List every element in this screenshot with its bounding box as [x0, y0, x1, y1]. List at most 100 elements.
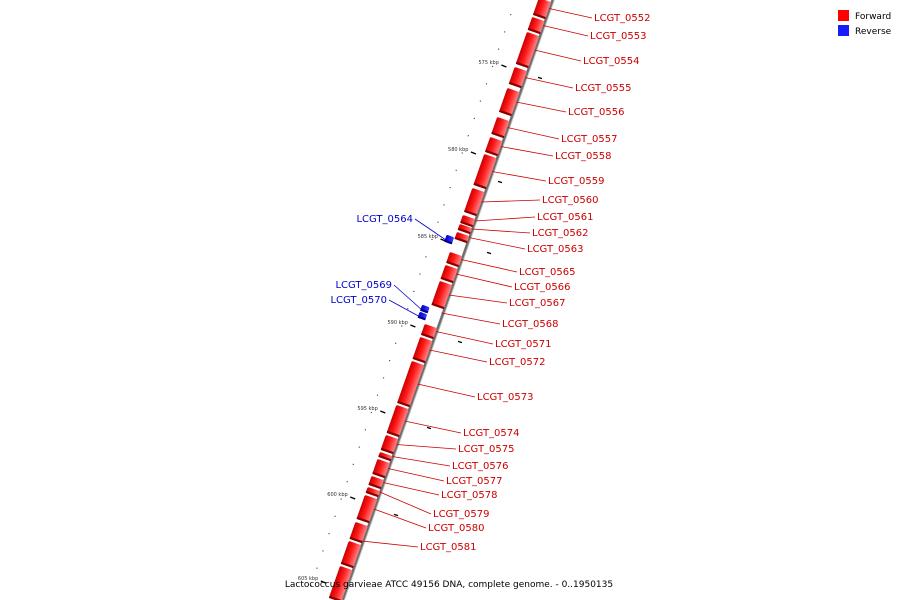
gene-leader-line [373, 508, 427, 529]
gene-label[interactable]: LCGT_0567 [509, 298, 566, 309]
gene-feature[interactable] [491, 117, 510, 139]
gene-feature[interactable] [368, 476, 384, 490]
gene-feature[interactable] [356, 495, 378, 524]
gene-label[interactable]: LCGT_0554 [583, 56, 640, 67]
forward-gene-block[interactable] [485, 137, 503, 156]
forward-gene-block[interactable] [412, 337, 433, 363]
gene-label[interactable]: LCGT_0565 [519, 267, 576, 278]
gene-label[interactable]: LCGT_0556 [568, 107, 625, 118]
gene-label[interactable]: LCGT_0580 [428, 523, 485, 534]
gene-end-cap [491, 131, 505, 139]
forward-gene-block[interactable] [533, 0, 551, 19]
gene-feature[interactable] [454, 232, 470, 244]
gene-label[interactable]: LCGT_0572 [489, 357, 546, 368]
forward-gene-block[interactable] [473, 154, 497, 189]
gene-feature[interactable] [515, 32, 539, 69]
gene-leader-line [388, 299, 419, 317]
gene-label[interactable]: LCGT_0564 [356, 214, 413, 225]
gene-label[interactable]: LCGT_0563 [527, 244, 584, 255]
gene-feature[interactable] [328, 566, 352, 600]
forward-gene-block[interactable] [381, 435, 399, 454]
gene-feature[interactable] [431, 281, 452, 310]
gene-label[interactable]: LCGT_0574 [463, 428, 520, 439]
gene-feature[interactable] [420, 305, 430, 314]
gene-feature[interactable] [440, 265, 458, 284]
gene-label[interactable]: LCGT_0553 [590, 31, 647, 42]
gene-feature[interactable] [463, 188, 485, 217]
minor-tick [504, 31, 506, 33]
gene-label[interactable]: LCGT_0558 [555, 151, 612, 162]
gene-end-cap [446, 260, 460, 268]
gene-label[interactable]: LCGT_0579 [433, 509, 490, 520]
forward-gene-block[interactable] [372, 459, 390, 478]
gene-feature[interactable] [378, 452, 392, 462]
forward-gene-block[interactable] [356, 495, 378, 523]
forward-gene-block[interactable] [499, 88, 520, 116]
gene-feature[interactable] [372, 459, 390, 479]
gene-feature[interactable] [386, 405, 409, 438]
gene-label[interactable]: LCGT_0562 [532, 228, 589, 239]
gene-feature[interactable] [527, 17, 545, 35]
gene-feature[interactable] [446, 252, 462, 268]
gene-label[interactable]: LCGT_0552 [594, 13, 651, 24]
major-tick [470, 151, 477, 155]
gene-label[interactable]: LCGT_0576 [452, 461, 509, 472]
gene-label[interactable]: LCGT_0555 [575, 83, 632, 94]
gene-feature[interactable] [508, 67, 527, 89]
gene-feature[interactable] [473, 154, 497, 190]
forward-gene-block[interactable] [329, 566, 352, 600]
minor-tick [467, 135, 469, 137]
gene-label[interactable]: LCGT_0559 [548, 176, 605, 187]
gene-label[interactable]: LCGT_0560 [542, 195, 599, 206]
gene-feature[interactable] [365, 487, 380, 498]
gene-label[interactable]: LCGT_0575 [458, 444, 515, 455]
forward-gene-block[interactable] [464, 188, 485, 216]
minor-tick [491, 65, 494, 68]
forward-gene-block[interactable] [491, 117, 510, 138]
gene-label[interactable]: LCGT_0577 [446, 476, 503, 487]
gene-feature[interactable] [460, 215, 475, 228]
gene-feature[interactable] [498, 88, 520, 117]
gene-label[interactable]: LCGT_0569 [335, 280, 392, 291]
gene-feature[interactable] [340, 541, 361, 569]
forward-gene-block[interactable] [349, 522, 368, 543]
gene-label[interactable]: LCGT_0570 [330, 295, 387, 306]
gene-leader-line [448, 294, 508, 304]
gene-label[interactable]: LCGT_0578 [441, 490, 498, 501]
feature-tick [486, 251, 492, 255]
forward-gene-block[interactable] [341, 541, 361, 568]
minor-tick [395, 342, 397, 344]
forward-gene-block[interactable] [431, 281, 452, 309]
gene-end-cap [380, 447, 394, 455]
gene-feature[interactable] [397, 361, 424, 408]
gene-feature[interactable] [444, 235, 454, 245]
gene-label[interactable]: LCGT_0561 [537, 212, 594, 223]
gene-feature[interactable] [484, 137, 503, 157]
gene-label[interactable]: LCGT_0568 [502, 319, 559, 330]
forward-gene-block[interactable] [387, 405, 409, 437]
gene-feature[interactable] [380, 435, 399, 455]
forward-gene-block[interactable] [509, 67, 527, 88]
gene-feature[interactable] [417, 312, 428, 321]
gene-label[interactable]: LCGT_0573 [477, 392, 534, 403]
feature-tick [537, 76, 543, 80]
forward-gene-block[interactable] [516, 32, 539, 68]
gene-label[interactable]: LCGT_0557 [561, 134, 618, 145]
gene-feature[interactable] [457, 224, 472, 235]
gene-feature[interactable] [412, 337, 433, 364]
minor-tick [431, 238, 433, 241]
minor-tick [497, 48, 500, 50]
gene-end-cap [365, 490, 379, 498]
gene-leader-line [507, 127, 560, 140]
gene-end-cap [378, 454, 392, 462]
forward-gene-block[interactable] [397, 361, 424, 407]
gene-label[interactable]: LCGT_0566 [514, 282, 571, 293]
gene-end-cap [328, 595, 342, 600]
gene-leader-line [387, 468, 445, 482]
gene-feature[interactable] [420, 324, 437, 340]
gene-feature[interactable] [349, 522, 368, 544]
gene-feature[interactable] [532, 0, 551, 20]
gene-end-cap [515, 61, 529, 69]
gene-label[interactable]: LCGT_0581 [420, 542, 477, 553]
gene-label[interactable]: LCGT_0571 [495, 339, 552, 350]
